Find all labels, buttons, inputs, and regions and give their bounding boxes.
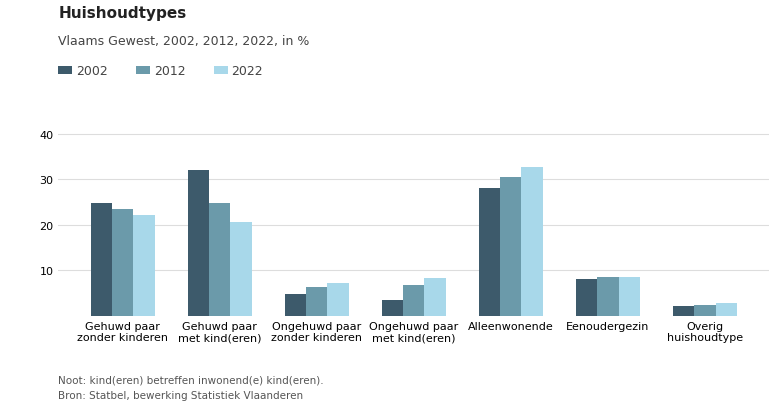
Bar — [403, 286, 424, 316]
Text: Vlaams Gewest, 2002, 2012, 2022, in %: Vlaams Gewest, 2002, 2012, 2022, in % — [58, 34, 310, 47]
Bar — [306, 288, 327, 316]
Bar — [694, 305, 716, 316]
Bar — [716, 304, 737, 316]
Bar — [230, 222, 252, 316]
Text: 2002: 2002 — [76, 64, 108, 77]
Bar — [91, 204, 112, 316]
Text: Noot: kind(eren) betreffen inwonend(e) kind(eren).: Noot: kind(eren) betreffen inwonend(e) k… — [58, 375, 324, 385]
Text: Huishoudtypes: Huishoudtypes — [58, 6, 186, 21]
Bar — [327, 283, 349, 316]
Text: 2022: 2022 — [232, 64, 263, 77]
Bar — [598, 277, 618, 316]
Bar — [500, 178, 521, 316]
Text: 2012: 2012 — [154, 64, 186, 77]
Bar — [521, 167, 543, 316]
Bar — [284, 294, 306, 316]
Bar — [479, 189, 500, 316]
Bar — [134, 215, 155, 316]
Bar — [209, 203, 230, 316]
Bar — [424, 279, 446, 316]
Bar — [673, 306, 694, 316]
Bar — [576, 279, 598, 316]
Bar — [112, 209, 134, 316]
Bar — [618, 277, 640, 316]
Bar — [382, 300, 403, 316]
Bar — [187, 171, 209, 316]
Text: Bron: Statbel, bewerking Statistiek Vlaanderen: Bron: Statbel, bewerking Statistiek Vlaa… — [58, 390, 303, 400]
